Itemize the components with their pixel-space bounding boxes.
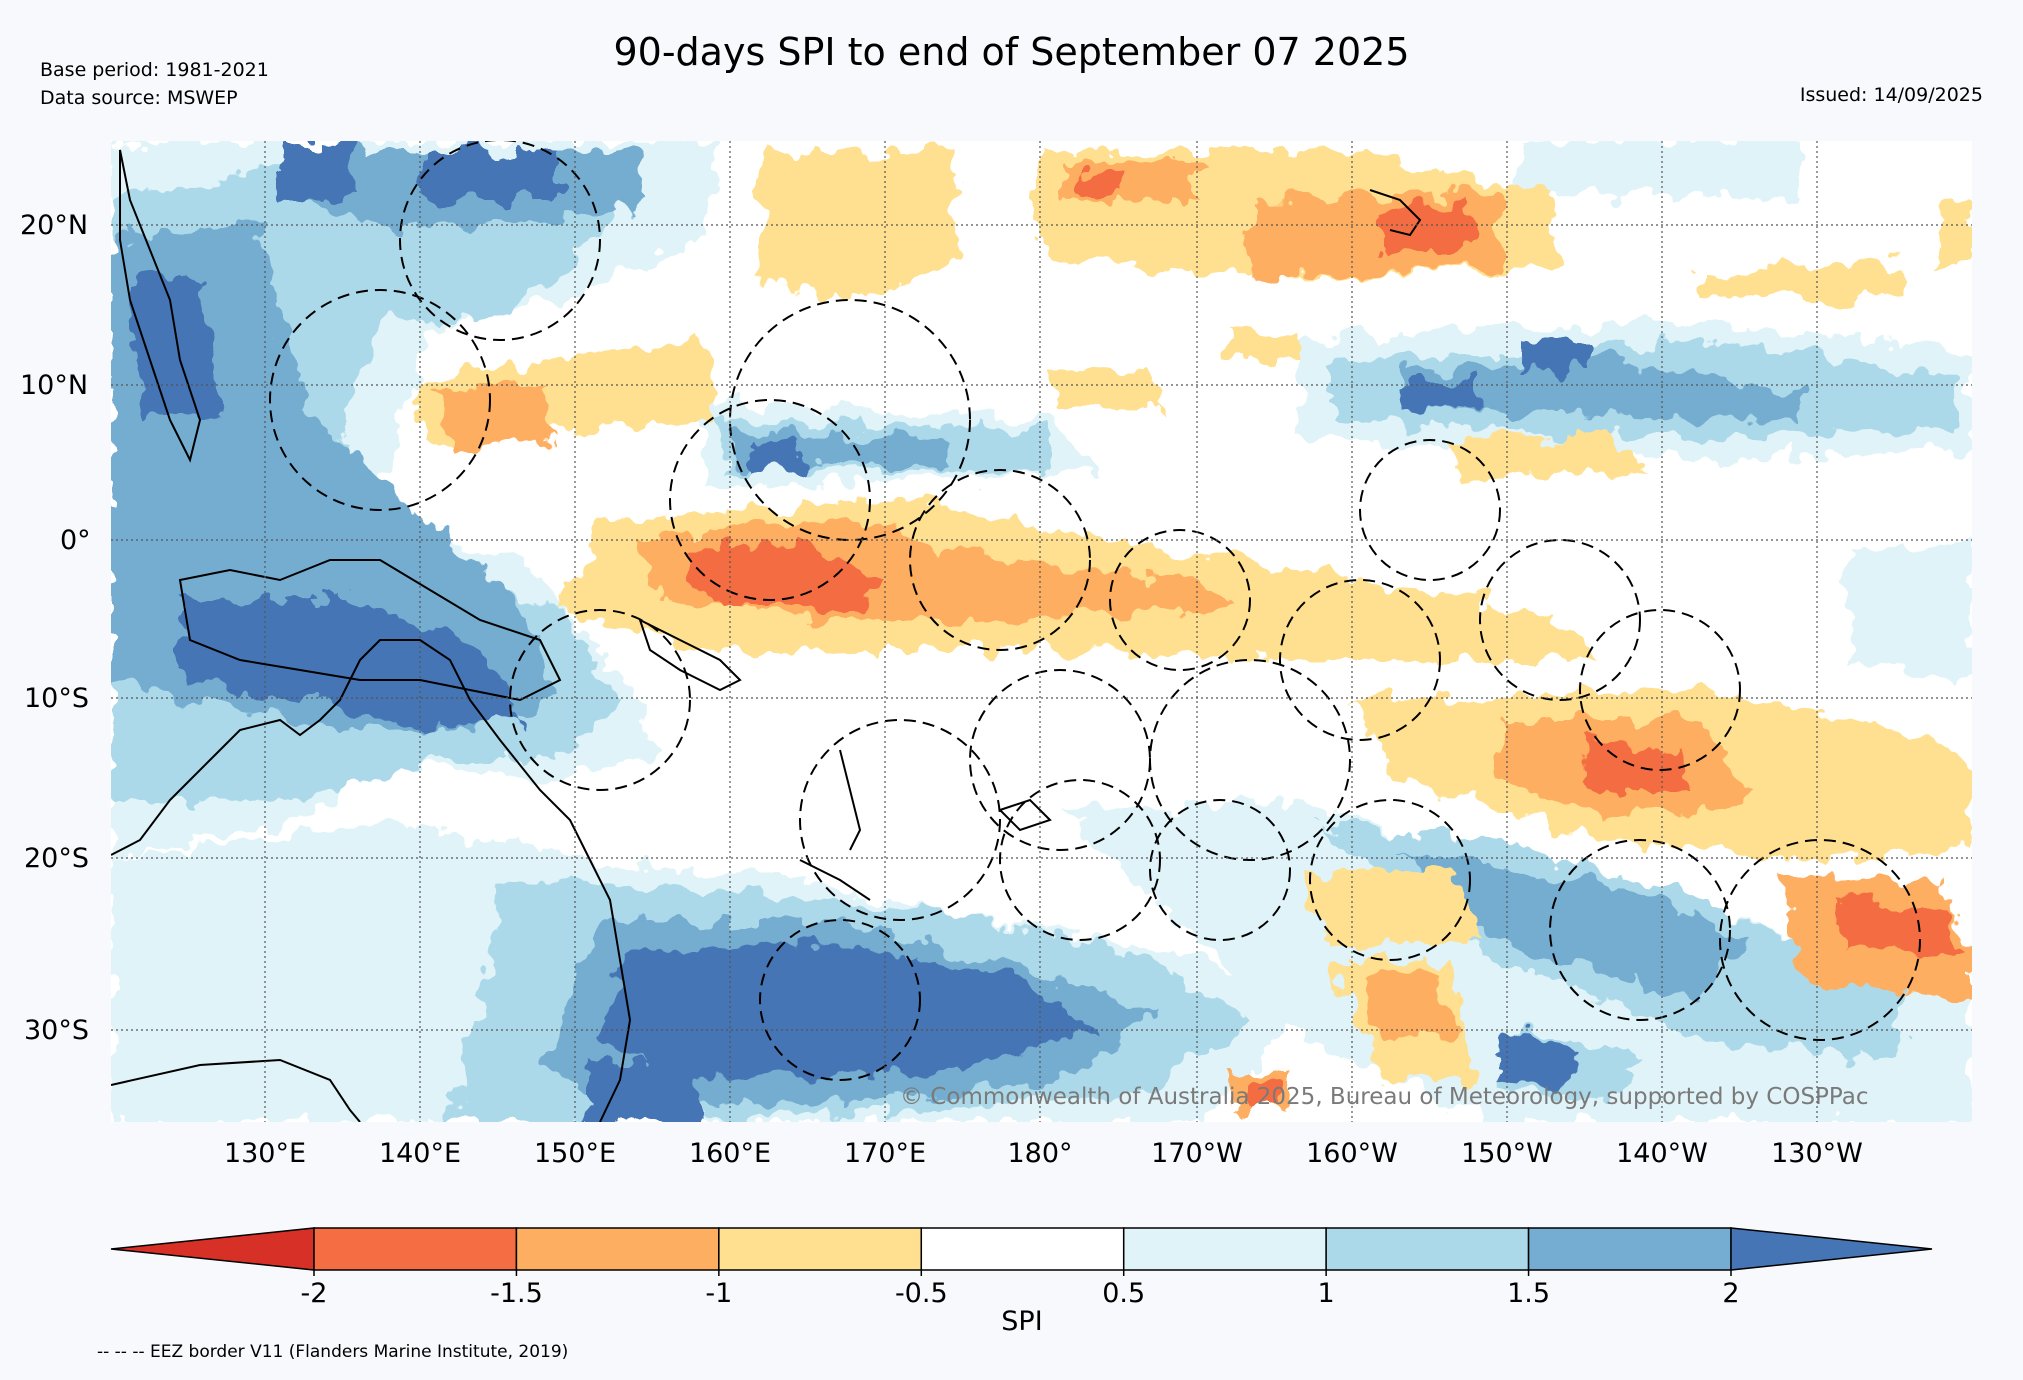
lat-label: 10°N xyxy=(20,370,88,401)
colorbar-tick-label: -1.5 xyxy=(490,1278,543,1309)
colorbar-tick-label: 1.5 xyxy=(1507,1278,1550,1309)
fiji xyxy=(998,798,1052,832)
colorbar-tick-label: 2 xyxy=(1722,1278,1739,1309)
colorbar-segment xyxy=(515,1227,720,1271)
lon-label: 170°E xyxy=(844,1138,926,1169)
map-panel: © Commonwealth of Australia 2025, Bureau… xyxy=(111,141,1972,1122)
lat-label: 20°S xyxy=(24,843,89,874)
page-title: 90-days SPI to end of September 07 2025 xyxy=(613,30,1410,74)
spi-field xyxy=(111,141,1972,1122)
lon-label: 150°W xyxy=(1461,1138,1553,1169)
colorbar-tick-label: -0.5 xyxy=(895,1278,948,1309)
lat-label: 30°S xyxy=(24,1015,89,1046)
colorbar-tick-label: 1 xyxy=(1318,1278,1335,1309)
philippines-coast xyxy=(119,149,202,463)
solomon-islands xyxy=(638,618,742,692)
data-source: Data source: MSWEP xyxy=(40,87,238,109)
colorbar-extend-low xyxy=(110,1227,315,1271)
lon-label: 160°E xyxy=(689,1138,771,1169)
hawaii xyxy=(1369,189,1422,237)
gridlines xyxy=(111,141,1972,1122)
colorbar-label: SPI xyxy=(1001,1306,1042,1337)
eez-footnote: -- -- -- EEZ border V11 (Flanders Marine… xyxy=(97,1342,569,1362)
australia-coast xyxy=(111,639,632,1122)
longitude-labels: 130°E 140°E 150°E 160°E 170°E 180° 170°W… xyxy=(224,1138,1863,1169)
issued-date: Issued: 14/09/2025 xyxy=(1799,84,1983,106)
lat-label: 10°S xyxy=(24,683,89,714)
tasmania-nz-hint xyxy=(111,1058,361,1122)
lat-label: 0° xyxy=(60,525,91,556)
colorbar-segment xyxy=(1122,1227,1327,1271)
colorbar-segment xyxy=(718,1227,923,1271)
new-guinea-coast xyxy=(178,559,562,702)
lon-label: 130°E xyxy=(224,1138,306,1169)
lon-label: 180° xyxy=(1007,1138,1072,1169)
colorbar-tick-label: -1 xyxy=(705,1278,732,1309)
lon-label: 140°E xyxy=(379,1138,461,1169)
lon-label: 160°W xyxy=(1306,1138,1398,1169)
base-period: Base period: 1981-2021 xyxy=(40,59,269,81)
colorbar-tick-label: 0.5 xyxy=(1102,1278,1145,1309)
lon-label: 130°W xyxy=(1771,1138,1863,1169)
colorbar: -2 -1.5 -1 -0.5 0.5 1 1.5 2 xyxy=(110,1227,1933,1309)
lon-label: 170°W xyxy=(1151,1138,1243,1169)
lat-label: 20°N xyxy=(20,210,88,241)
eez-borders xyxy=(269,141,1921,1081)
metadata-left: Base period: 1981-2021 Data source: MSWE… xyxy=(40,56,269,112)
latitude-labels: 20°N 10°N 0° 10°S 20°S 30°S xyxy=(20,210,91,1046)
colorbar-segment xyxy=(1527,1227,1732,1271)
copyright-notice: © Commonwealth of Australia 2025, Bureau… xyxy=(900,1084,1869,1110)
colorbar-segment xyxy=(1325,1227,1530,1271)
new-caledonia xyxy=(799,859,871,901)
dry-anomaly-moderate xyxy=(430,160,1972,1110)
colorbar-segment xyxy=(920,1227,1125,1271)
colorbar-segment xyxy=(313,1227,518,1271)
lon-label: 150°E xyxy=(534,1138,616,1169)
vanuatu xyxy=(839,749,862,851)
colorbar-extend-high xyxy=(1730,1227,1933,1271)
lon-label: 140°W xyxy=(1616,1138,1708,1169)
coastlines xyxy=(111,149,1422,1122)
colorbar-tick-label: -2 xyxy=(301,1278,328,1309)
